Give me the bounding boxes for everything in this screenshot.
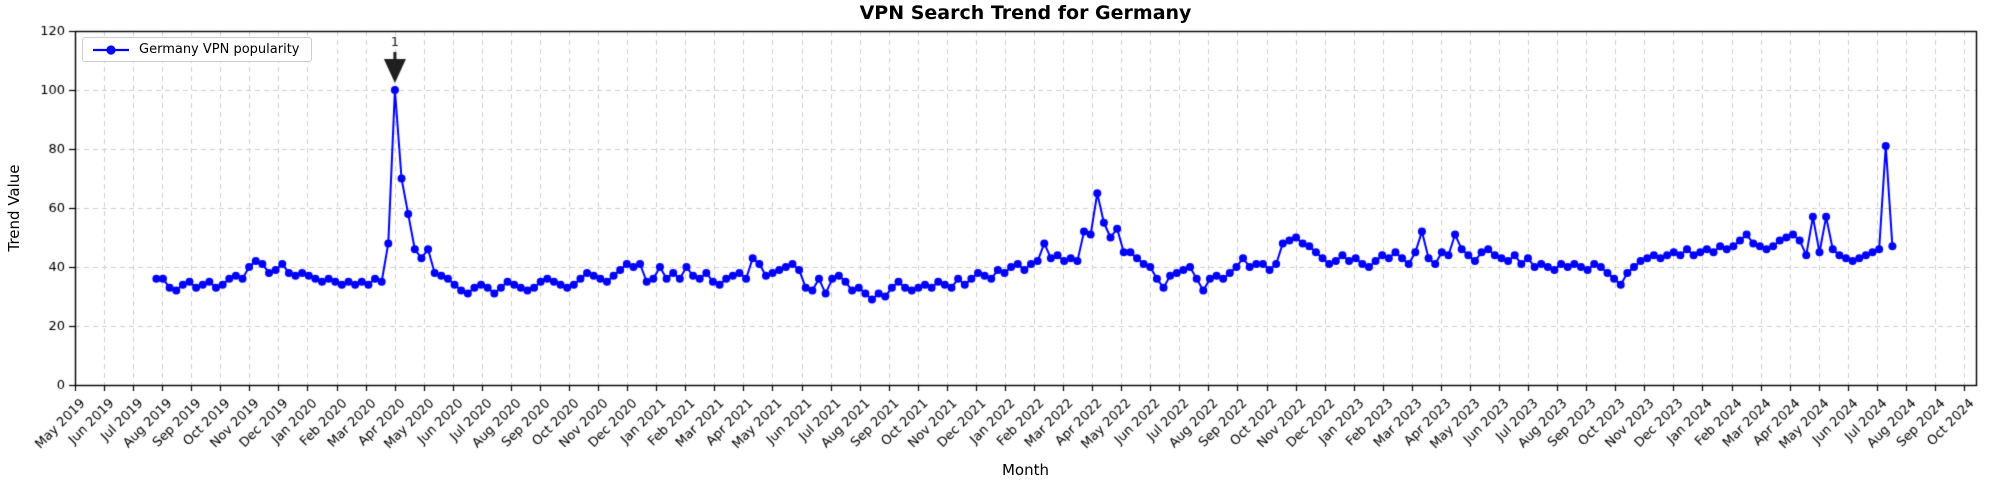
legend-line-marker-icon — [92, 44, 130, 56]
legend: Germany VPN popularity — [82, 37, 312, 62]
y-axis-label: Trend Value — [5, 164, 23, 252]
legend-label: Germany VPN popularity — [139, 42, 300, 57]
chart-title: VPN Search Trend for Germany — [859, 2, 1192, 24]
x-axis-label: Month — [1001, 461, 1049, 479]
